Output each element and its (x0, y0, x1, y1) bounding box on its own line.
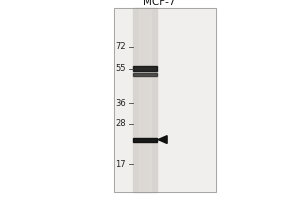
Text: 36: 36 (115, 99, 126, 108)
Bar (133, 8, 157, 192)
Polygon shape (158, 136, 167, 143)
Bar (133, 66, 157, 71)
Text: 55: 55 (116, 64, 126, 73)
Text: 17: 17 (116, 160, 126, 169)
Bar (139, 8, 151, 192)
Text: 28: 28 (116, 119, 126, 128)
Bar (133, 138, 157, 142)
Bar (114, 8, 216, 192)
Bar (133, 73, 157, 76)
Text: 72: 72 (116, 42, 126, 51)
Text: MCF-7: MCF-7 (143, 0, 176, 7)
Bar (114, 8, 216, 192)
